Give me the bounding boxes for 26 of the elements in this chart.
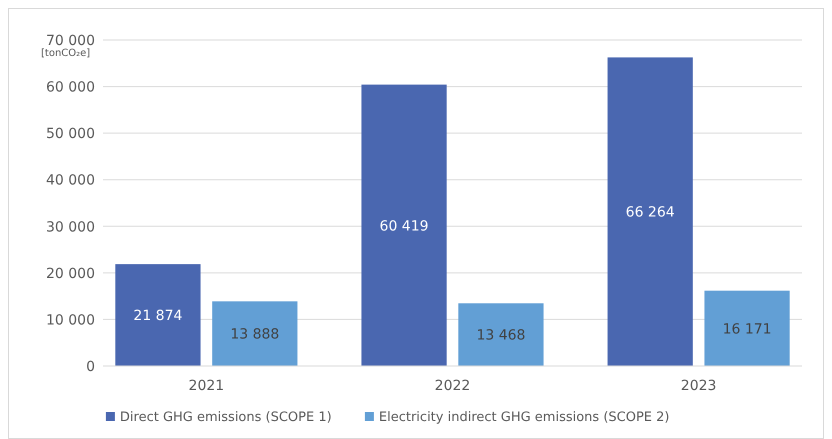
bar <box>458 303 544 366</box>
legend-label: Electricity indirect GHG emissions (SCOPE 2) <box>378 410 670 425</box>
data-label: 21 874 <box>133 308 183 324</box>
bar <box>115 264 201 366</box>
bar <box>608 57 693 366</box>
bar <box>361 84 447 366</box>
bar <box>704 290 790 366</box>
x-tick-label: 2023 <box>680 378 716 394</box>
y-tick-label: 60 000 <box>46 80 95 96</box>
y-tick-label: 40 000 <box>46 172 95 189</box>
y-tick-label: 50 000 <box>46 126 95 142</box>
data-label: 66 264 <box>626 204 675 221</box>
y-tick-label: 20 000 <box>46 266 95 282</box>
y-axis-title: [tonCO₂e] <box>41 48 90 59</box>
y-tick-label: 10 000 <box>46 312 95 328</box>
x-tick-label: 2021 <box>188 378 224 394</box>
legend-label: Direct GHG emissions (SCOPE 1) <box>120 410 332 425</box>
y-tick-label: 30 000 <box>46 219 95 236</box>
y-tick-label: 0 <box>86 359 95 375</box>
y-tick-label: 70 000 <box>46 33 95 49</box>
data-label: 16 171 <box>722 321 772 338</box>
data-label: 13 888 <box>230 326 280 343</box>
data-label: 60 419 <box>380 218 429 234</box>
data-label: 13 468 <box>476 328 526 344</box>
bar <box>212 301 298 366</box>
x-tick-label: 2022 <box>434 378 470 394</box>
